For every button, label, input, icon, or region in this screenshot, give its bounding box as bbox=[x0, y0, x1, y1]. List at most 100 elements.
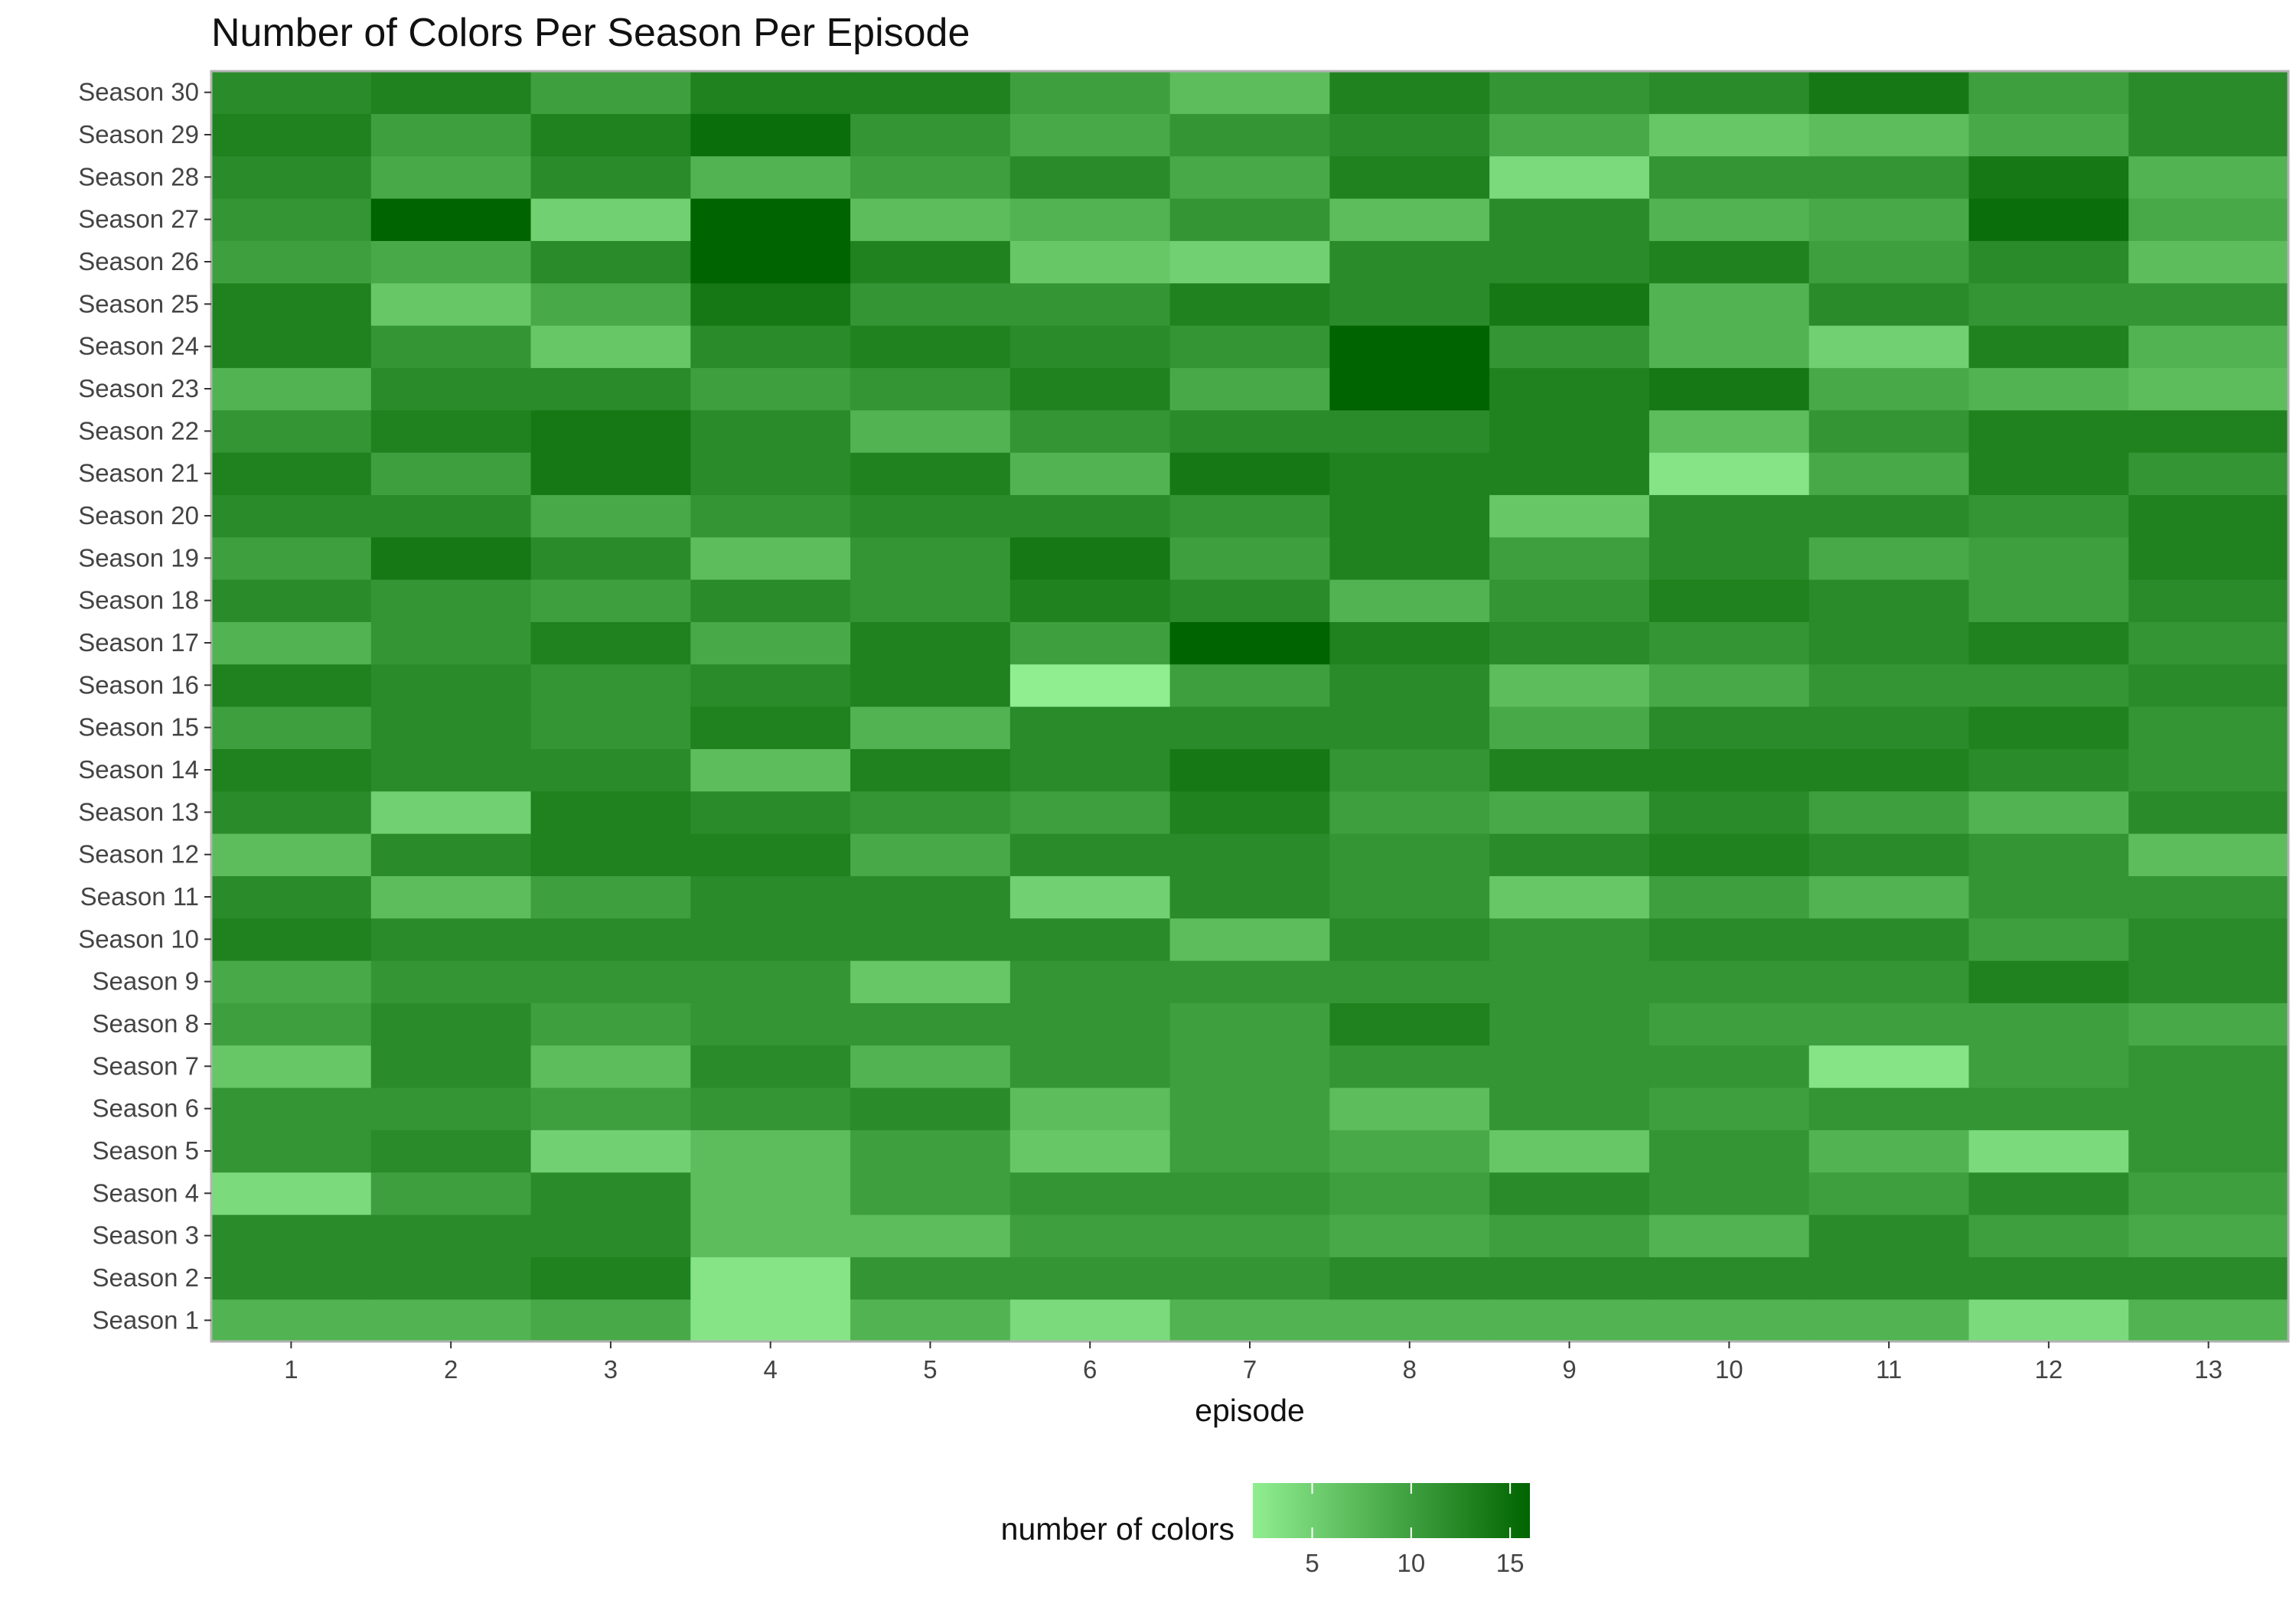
heatmap-cell bbox=[2128, 409, 2289, 453]
heatmap-cell bbox=[2128, 282, 2289, 326]
heatmap-cell bbox=[211, 1087, 372, 1130]
y-tick-label: Season 18 bbox=[78, 586, 199, 614]
heatmap-cell bbox=[1169, 833, 1330, 876]
heatmap-cell bbox=[2128, 325, 2289, 368]
heatmap-cell bbox=[1808, 1172, 1970, 1215]
heatmap-cell bbox=[850, 198, 1011, 241]
heatmap-cell bbox=[370, 1299, 532, 1342]
heatmap-cell bbox=[1009, 1045, 1171, 1088]
heatmap-cell bbox=[1489, 1045, 1650, 1088]
chart-title: Number of Colors Per Season Per Episode bbox=[211, 11, 970, 55]
heatmap-cell bbox=[1169, 875, 1330, 919]
heatmap-cell bbox=[1329, 1214, 1490, 1257]
heatmap-cell bbox=[2128, 960, 2289, 1003]
heatmap-cell bbox=[1808, 1129, 1970, 1173]
x-tick-label: 1 bbox=[284, 1355, 298, 1384]
heatmap-cell bbox=[690, 1045, 851, 1088]
heatmap-cell bbox=[1169, 325, 1330, 368]
heatmap-cell bbox=[370, 663, 532, 707]
heatmap-cell bbox=[370, 1129, 532, 1173]
heatmap-cell bbox=[850, 1087, 1011, 1130]
heatmap-cell bbox=[850, 1299, 1011, 1342]
heatmap-cell bbox=[1968, 71, 2129, 114]
heatmap-cell bbox=[690, 706, 851, 749]
heatmap-cell bbox=[1489, 367, 1650, 411]
heatmap-cell bbox=[211, 198, 372, 241]
heatmap-cell bbox=[211, 706, 372, 749]
heatmap-cell bbox=[1169, 240, 1330, 284]
heatmap-cell bbox=[1808, 1299, 1970, 1342]
heatmap-cell bbox=[211, 875, 372, 919]
heatmap-cell bbox=[1169, 1257, 1330, 1300]
heatmap-cell bbox=[690, 240, 851, 284]
heatmap-cell bbox=[1649, 240, 1810, 284]
x-tick-label: 2 bbox=[444, 1355, 458, 1384]
heatmap-cell bbox=[1329, 748, 1490, 792]
heatmap-cell bbox=[850, 918, 1011, 961]
heatmap-cell bbox=[2128, 918, 2289, 961]
heatmap-cell bbox=[1649, 790, 1810, 834]
heatmap-cell bbox=[1009, 790, 1171, 834]
heatmap-cell bbox=[2128, 833, 2289, 876]
heatmap-cell bbox=[370, 452, 532, 495]
x-tick-label: 5 bbox=[923, 1355, 937, 1384]
heatmap-cell bbox=[2128, 494, 2289, 538]
heatmap-cell bbox=[1169, 790, 1330, 834]
heatmap-cell bbox=[850, 1045, 1011, 1088]
y-tick-label: Season 3 bbox=[93, 1221, 199, 1250]
heatmap-cell bbox=[530, 282, 691, 326]
x-tick-label: 12 bbox=[2034, 1355, 2063, 1384]
heatmap-cell bbox=[530, 367, 691, 411]
heatmap-cell bbox=[1968, 1257, 2129, 1300]
heatmap-cell bbox=[850, 621, 1011, 665]
heatmap-cell bbox=[850, 494, 1011, 538]
heatmap-cell bbox=[370, 1214, 532, 1257]
heatmap-cell bbox=[211, 1299, 372, 1342]
heatmap-cell bbox=[1169, 1045, 1330, 1088]
heatmap-cell bbox=[1968, 1299, 2129, 1342]
heatmap-cell bbox=[211, 663, 372, 707]
x-tick-label: 11 bbox=[1876, 1355, 1902, 1384]
heatmap-cell bbox=[1968, 113, 2129, 157]
y-tick-label: Season 15 bbox=[78, 713, 199, 742]
heatmap-cell bbox=[211, 790, 372, 834]
heatmap-cell bbox=[690, 452, 851, 495]
heatmap-cell bbox=[850, 71, 1011, 114]
heatmap-cell bbox=[1009, 663, 1171, 707]
heatmap-cell bbox=[211, 367, 372, 411]
heatmap-cell bbox=[1649, 833, 1810, 876]
heatmap-cell bbox=[2128, 1087, 2289, 1130]
heatmap-cell bbox=[1808, 748, 1970, 792]
heatmap-cell bbox=[1009, 325, 1171, 368]
heatmap-cell bbox=[211, 1129, 372, 1173]
heatmap-cell bbox=[1968, 367, 2129, 411]
heatmap-cell bbox=[2128, 1045, 2289, 1088]
y-tick-label: Season 25 bbox=[78, 289, 199, 318]
heatmap-cell bbox=[530, 536, 691, 580]
heatmap-cell bbox=[211, 1257, 372, 1300]
heatmap-cell bbox=[850, 663, 1011, 707]
heatmap-cell bbox=[1649, 663, 1810, 707]
heatmap-cell bbox=[1489, 1172, 1650, 1215]
heatmap-cell bbox=[1009, 1002, 1171, 1046]
heatmap-cell bbox=[1169, 494, 1330, 538]
heatmap-cell bbox=[690, 1299, 851, 1342]
heatmap-cell bbox=[1009, 918, 1171, 961]
heatmap-cell bbox=[1968, 1002, 2129, 1046]
colorbar-ticks: 5 10 15 bbox=[1305, 1483, 1525, 1577]
heatmap-cell bbox=[1649, 875, 1810, 919]
heatmap-cell bbox=[1649, 325, 1810, 368]
heatmap-cell bbox=[2128, 663, 2289, 707]
heatmap-cell bbox=[1968, 536, 2129, 580]
heatmap-cell bbox=[1329, 663, 1490, 707]
y-tick-label: Season 5 bbox=[93, 1136, 199, 1165]
heatmap-cell bbox=[1808, 198, 1970, 241]
heatmap-cell bbox=[530, 494, 691, 538]
heatmap-cell bbox=[1009, 621, 1171, 665]
heatmap-cell bbox=[1649, 367, 1810, 411]
heatmap-cell bbox=[1968, 621, 2129, 665]
heatmap-cell bbox=[690, 663, 851, 707]
heatmap-cell bbox=[1808, 1002, 1970, 1046]
heatmap-cell bbox=[1169, 113, 1330, 157]
heatmap-cell bbox=[2128, 1299, 2289, 1342]
